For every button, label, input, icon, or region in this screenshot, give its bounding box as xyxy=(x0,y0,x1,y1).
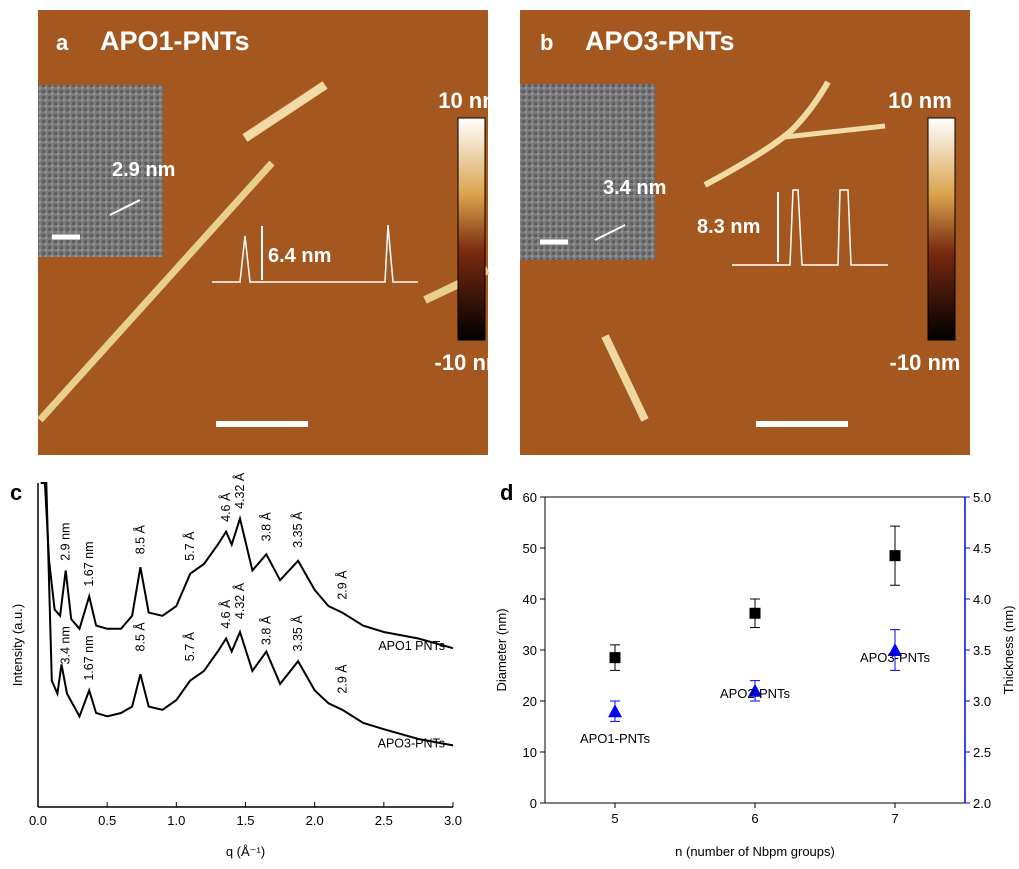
point-label: APO2-PNTs xyxy=(720,686,791,701)
marker xyxy=(608,704,622,717)
peak-label: 5.7 Å xyxy=(182,531,197,561)
panel-label: a xyxy=(56,30,69,55)
inset-annotation: 2.9 nm xyxy=(112,159,175,181)
y2-tick-label: 5.0 xyxy=(973,490,991,505)
x-axis-label: q (Å⁻¹) xyxy=(226,844,265,859)
y2-tick-label: 4.5 xyxy=(973,541,991,556)
y2-tick-label: 3.5 xyxy=(973,643,991,658)
color-scale-min: -10 nm xyxy=(435,350,506,375)
curve-label: APO3-PNTs xyxy=(378,736,445,750)
y-axis-label: Intensity (a.u.) xyxy=(10,604,25,686)
peak-label: 3.35 Å xyxy=(290,511,305,548)
y2-axis-label: Thickness (nm) xyxy=(1001,606,1016,695)
y-tick-label: 30 xyxy=(523,643,537,658)
peak-label: 3.8 Å xyxy=(258,615,273,645)
profile-annotation: 8.3 nm xyxy=(697,216,760,238)
x-tick-label: 6 xyxy=(751,811,758,826)
y2-tick-label: 2.0 xyxy=(973,796,991,811)
peak-label: 4.6 Å xyxy=(218,599,233,629)
marker xyxy=(750,608,761,619)
x-tick-label: 1.5 xyxy=(236,813,254,828)
y2-tick-label: 2.5 xyxy=(973,745,991,760)
tem-inset xyxy=(520,84,655,260)
y2-tick-label: 3.0 xyxy=(973,694,991,709)
panel-label: c xyxy=(10,480,22,505)
color-scale-min: -10 nm xyxy=(890,350,961,375)
panel-label: d xyxy=(500,480,513,505)
image-title: APO3-PNTs xyxy=(585,26,735,56)
x-tick-label: 0.0 xyxy=(29,813,47,828)
peak-label: 4.32 Å xyxy=(232,582,247,619)
point-label: APO3-PNTs xyxy=(860,650,931,665)
y-tick-label: 0 xyxy=(530,796,537,811)
y-tick-label: 10 xyxy=(523,745,537,760)
peak-label: 8.5 Å xyxy=(132,622,147,652)
color-scale-max: 10 nm xyxy=(888,88,952,113)
profile-annotation: 6.4 nm xyxy=(268,245,331,267)
color-scale-max: 10 nm xyxy=(438,88,502,113)
afm-image-b: b APO3-PNTs 10 nm -10 nm 3.4 nm 8.3 nm xyxy=(520,10,970,455)
y2-tick-label: 4.0 xyxy=(973,592,991,607)
marker xyxy=(610,652,621,663)
peak-label: 4.6 Å xyxy=(218,492,233,522)
peak-label: 2.9 Å xyxy=(334,570,349,600)
y-tick-label: 20 xyxy=(523,694,537,709)
panel-label: b xyxy=(540,30,553,55)
peak-label: 3.8 Å xyxy=(258,511,273,541)
figure: a APO1-PNTs 10 nm -10 nm 2.9 nm 6.4 nm b… xyxy=(0,0,1019,864)
image-title: APO1-PNTs xyxy=(100,26,250,56)
color-bar xyxy=(458,118,485,340)
point-label: APO1-PNTs xyxy=(580,731,651,746)
y-tick-label: 40 xyxy=(523,592,537,607)
marker xyxy=(890,550,901,561)
x-axis-label: n (number of Nbpm groups) xyxy=(675,844,835,859)
peak-label: 5.7 Å xyxy=(182,631,197,661)
peak-label: 8.5 Å xyxy=(132,524,147,554)
afm-image-a: a APO1-PNTs 10 nm -10 nm 2.9 nm 6.4 nm xyxy=(38,10,505,455)
inset-annotation: 3.4 nm xyxy=(603,177,666,199)
peak-label: 3.35 Å xyxy=(290,615,305,652)
x-tick-label: 5 xyxy=(611,811,618,826)
peak-label: 1.67 nm xyxy=(82,635,96,680)
peak-label: 2.9 nm xyxy=(59,523,73,561)
peak-label: 2.9 Å xyxy=(334,664,349,694)
y-tick-label: 60 xyxy=(523,490,537,505)
curve-label: APO1 PNTs xyxy=(378,639,445,653)
y-axis-label: Diameter (nm) xyxy=(494,608,509,691)
x-tick-label: 2.5 xyxy=(375,813,393,828)
x-tick-label: 3.0 xyxy=(444,813,462,828)
peak-label: 1.67 nm xyxy=(82,542,96,587)
peak-label: 3.4 nm xyxy=(59,626,73,664)
x-tick-label: 1.0 xyxy=(167,813,185,828)
x-tick-label: 0.5 xyxy=(98,813,116,828)
x-tick-label: 7 xyxy=(891,811,898,826)
y-tick-label: 50 xyxy=(523,541,537,556)
x-tick-label: 2.0 xyxy=(306,813,324,828)
peak-label: 4.32 Å xyxy=(232,472,247,509)
color-bar xyxy=(928,118,955,340)
